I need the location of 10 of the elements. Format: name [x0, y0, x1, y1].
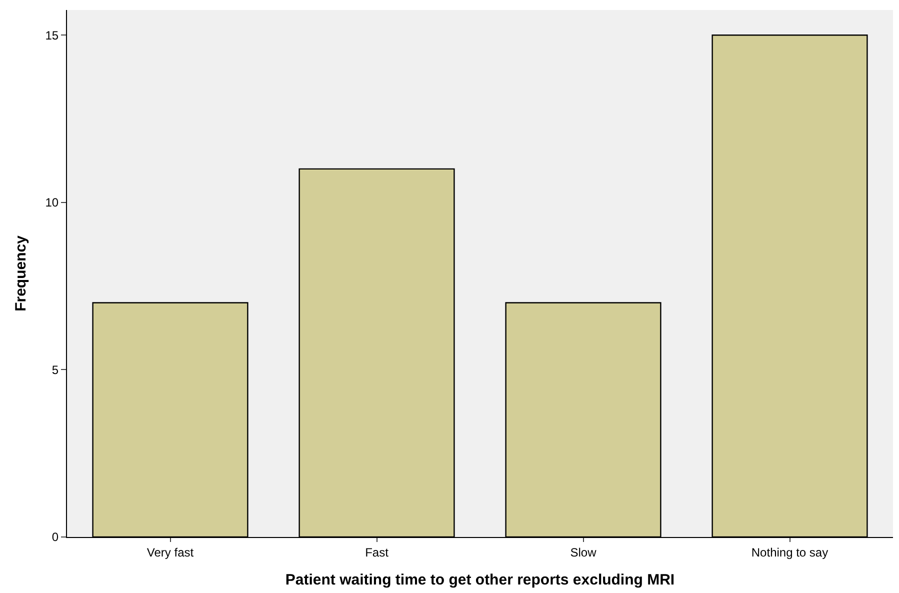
- y-axis-title: Frequency: [12, 234, 30, 312]
- y-tick-label: 5: [52, 362, 59, 377]
- x-tick-label: Very fast: [146, 545, 194, 560]
- x-axis-title: Patient waiting time to get other reports excluding MRI: [285, 571, 675, 588]
- x-tick-label: Fast: [365, 545, 390, 560]
- x-tick-label: Slow: [570, 545, 597, 560]
- y-tick-label: 10: [45, 196, 59, 210]
- y-tick-label: 15: [45, 28, 59, 42]
- y-tick-label: 0: [52, 530, 59, 544]
- x-tick-label: Nothing to say: [751, 545, 828, 560]
